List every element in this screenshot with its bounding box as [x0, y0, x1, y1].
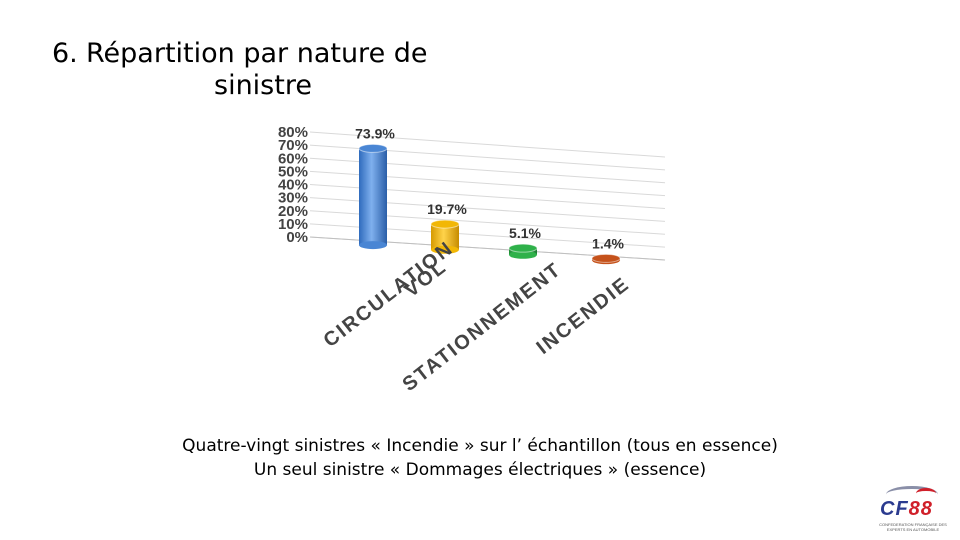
bar-base — [359, 241, 387, 250]
data-label: 73.9% — [355, 125, 395, 141]
logo-red-arc-icon — [916, 488, 936, 499]
bar-base — [431, 245, 459, 254]
bars: 73.9% 19.7% 5.1% 1.4% — [355, 125, 625, 265]
data-label: 5.1% — [509, 225, 541, 241]
bar-body — [359, 148, 387, 246]
bar-cap — [508, 243, 538, 253]
y-tick-label: 70% — [278, 137, 308, 154]
bar-base — [509, 250, 537, 259]
y-tick-label: 10% — [278, 216, 308, 233]
title-line-2: sinistre — [214, 70, 312, 101]
bar-chart: 0%10%20%30%40%50%60%70%80% 73.9% 19.7% 5.1… — [278, 124, 666, 396]
bar-cap — [358, 143, 388, 153]
y-axis: 0%10%20%30%40%50%60%70%80% — [278, 124, 308, 246]
bar: 1.4% — [591, 235, 625, 265]
y-tick-label: 0% — [286, 229, 308, 246]
logo-wordmark: CF88 — [880, 498, 933, 520]
y-tick-label: 80% — [278, 124, 308, 141]
y-tick-label: 30% — [278, 190, 308, 207]
data-label: 19.7% — [427, 201, 467, 217]
title-line-1: Répartition par nature de — [86, 38, 428, 69]
logo-subtitle: CONFEDERATION FRANÇAISE DES EXPERTS EN A… — [879, 522, 947, 532]
caption-line-1: Quatre-vingt sinistres « Incendie » sur … — [182, 436, 778, 456]
y-tick-label: 60% — [278, 150, 308, 167]
bar: 73.9% — [355, 125, 395, 250]
slide-title: 6. Répartition par nature de sinistre — [52, 38, 472, 102]
logo-car-arc-icon — [886, 486, 938, 503]
data-label: 1.4% — [592, 235, 624, 251]
bar: 19.7% — [427, 201, 467, 254]
caption-line-2: Un seul sinistre « Dommages électriques … — [253, 460, 707, 480]
y-tick-label: 50% — [278, 163, 308, 180]
category-label: CIRCULATION — [320, 237, 458, 352]
y-tick-label: 20% — [278, 203, 308, 220]
gridline — [309, 131, 666, 158]
caption: Quatre-vingt sinistres « Incendie » sur … — [120, 434, 840, 482]
section-number: 6. — [52, 38, 78, 69]
cfea-logo: CF88 CONFEDERATION FRANÇAISE DES EXPERTS… — [872, 484, 952, 534]
bar-cap — [430, 219, 460, 229]
y-tick-label: 40% — [278, 177, 308, 194]
bar-cap — [591, 253, 621, 263]
bar: 5.1% — [508, 225, 542, 259]
